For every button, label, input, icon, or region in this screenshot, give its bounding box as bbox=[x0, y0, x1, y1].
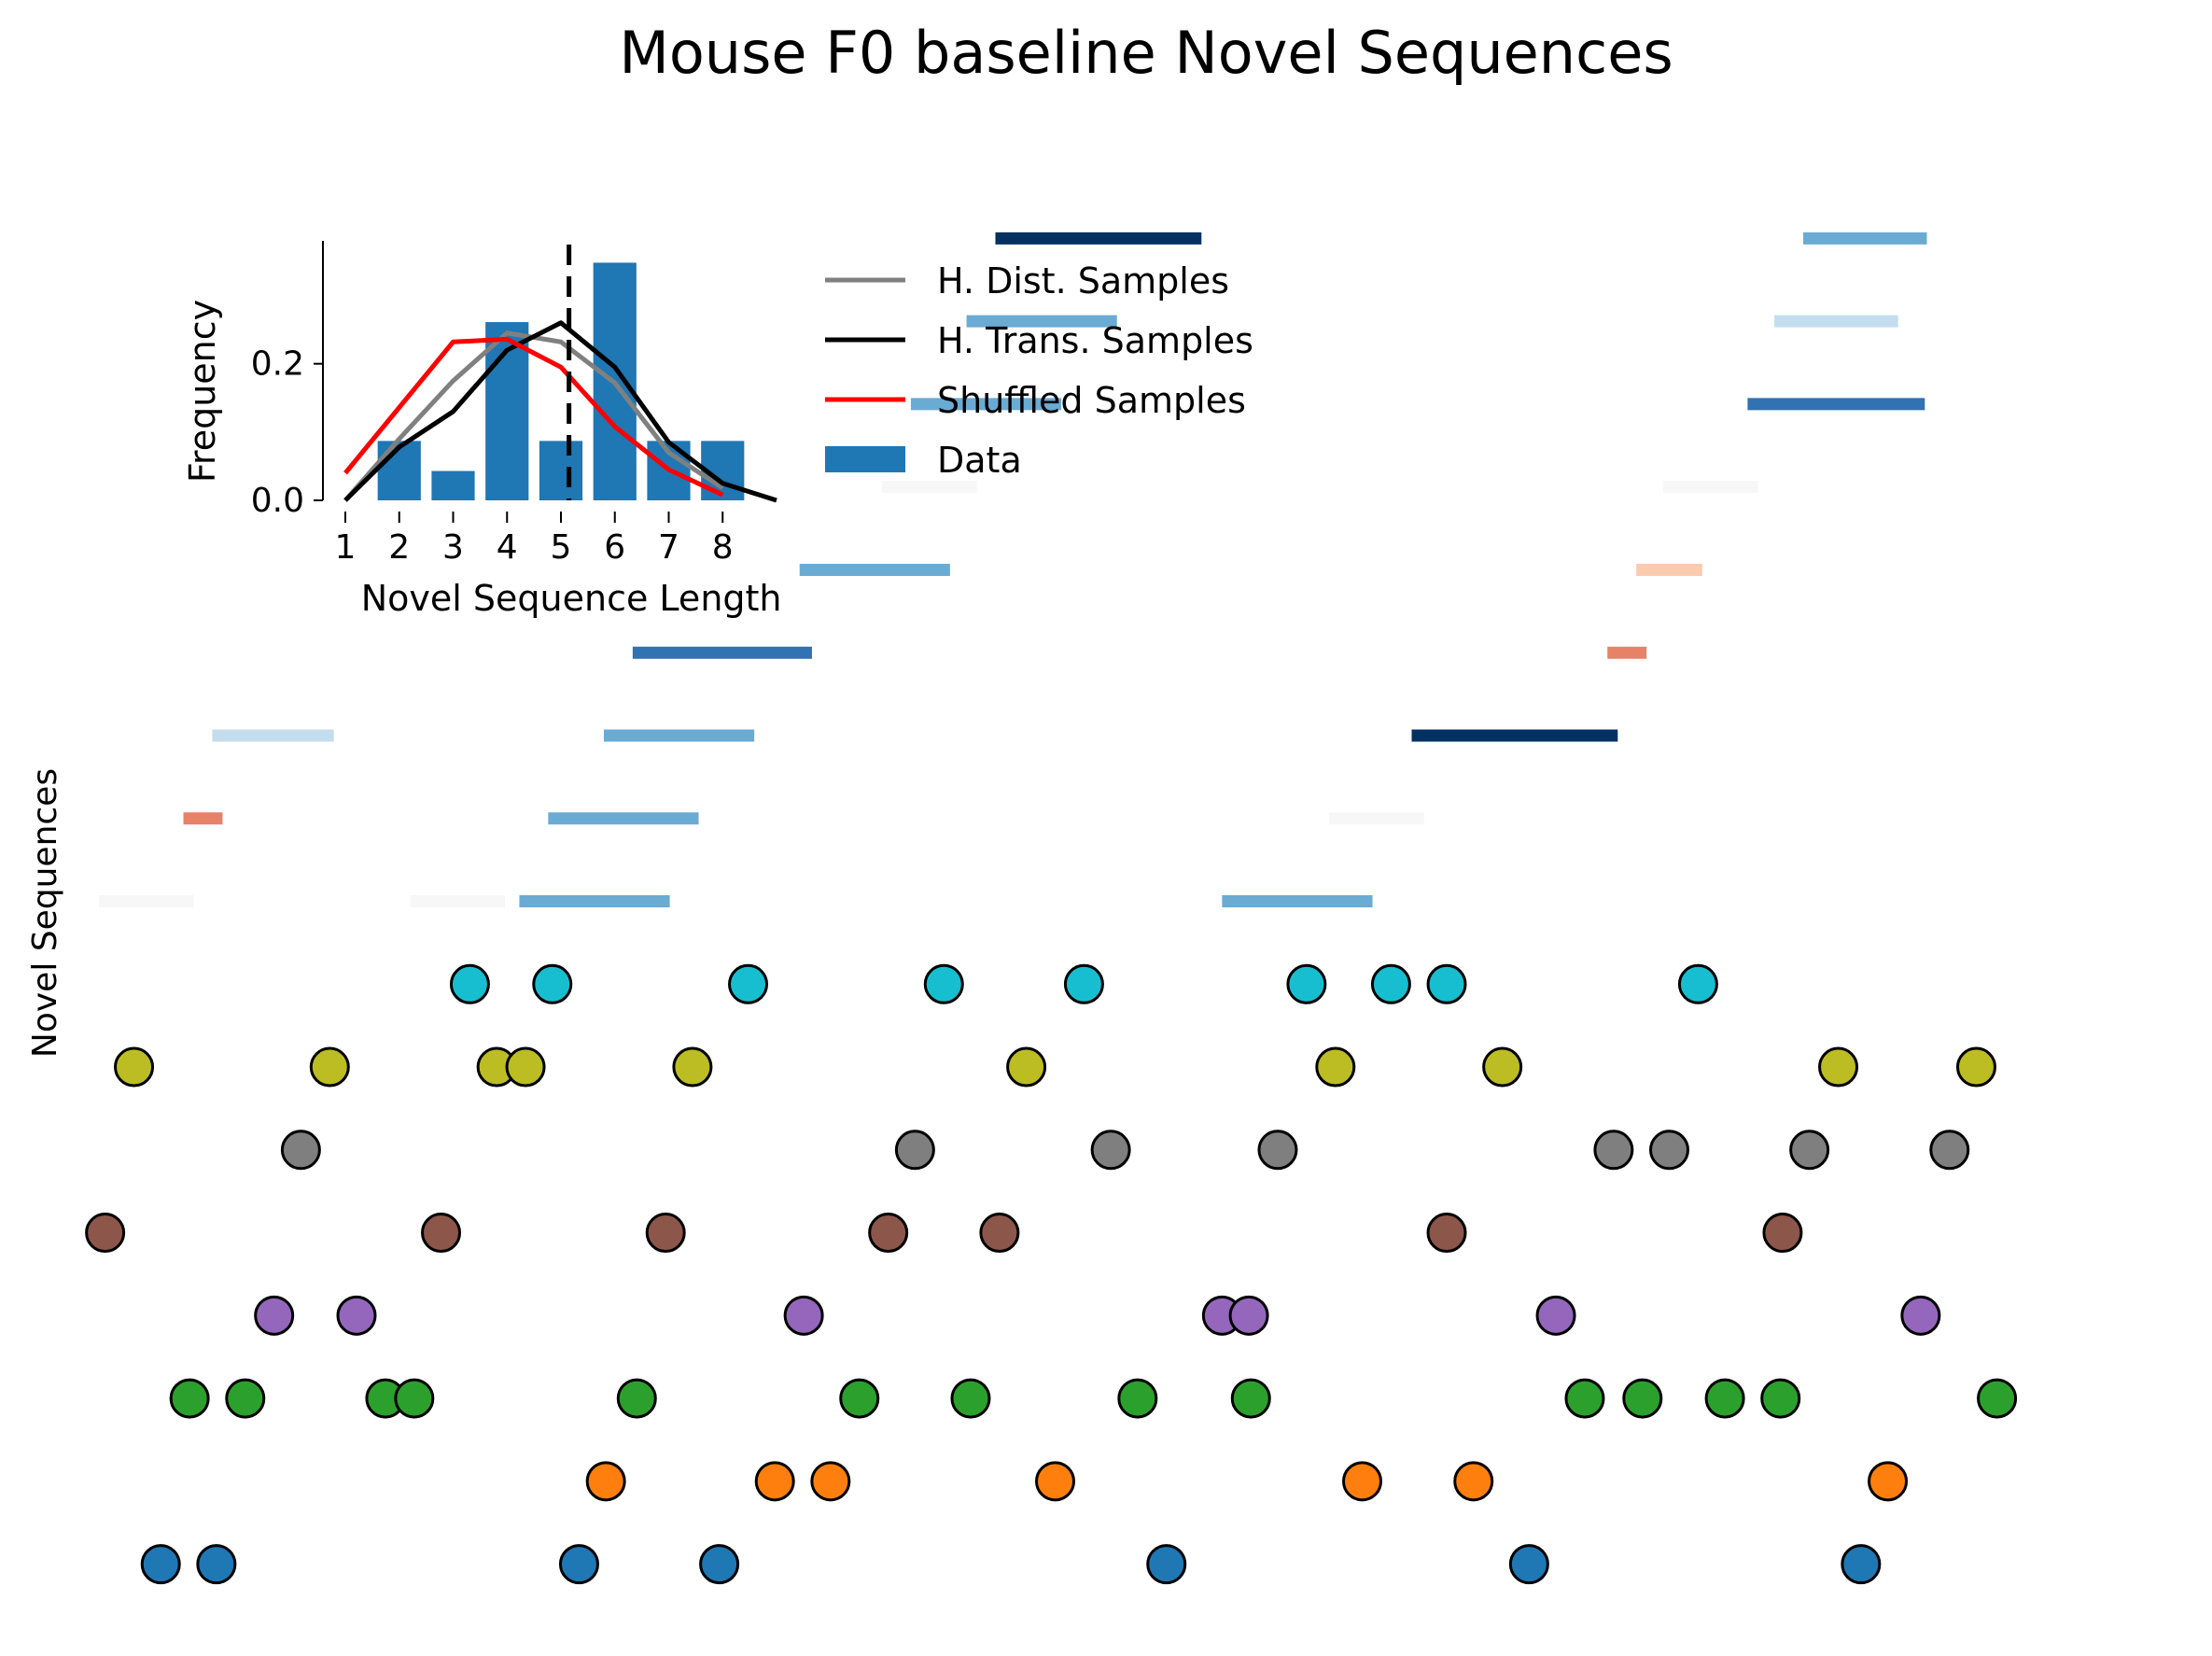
inset-xtick-label-5: 5 bbox=[551, 528, 572, 567]
point-row1-4 bbox=[699, 1544, 740, 1585]
point-row2-3 bbox=[810, 1461, 851, 1502]
inset-xtick-label-8: 8 bbox=[712, 528, 734, 567]
point-row6-8 bbox=[1929, 1130, 1970, 1171]
point-row1-2 bbox=[196, 1544, 237, 1585]
point-row8-5 bbox=[1063, 963, 1104, 1004]
points-layer bbox=[85, 963, 2018, 1585]
point-row2-4 bbox=[1035, 1461, 1076, 1502]
inset-xtick-label-2: 2 bbox=[388, 528, 410, 567]
point-row5-7 bbox=[1762, 1213, 1803, 1254]
point-row7-10 bbox=[1955, 1046, 1996, 1088]
point-row5-6 bbox=[1426, 1213, 1467, 1254]
point-row3-14 bbox=[1977, 1378, 2018, 1419]
point-row1-7 bbox=[1841, 1544, 1882, 1585]
inset-xtick-label-7: 7 bbox=[658, 528, 679, 567]
point-row5-3 bbox=[645, 1213, 686, 1254]
point-row2-5 bbox=[1342, 1461, 1383, 1502]
point-row2-7 bbox=[1868, 1461, 1909, 1502]
point-row3-4 bbox=[394, 1378, 435, 1419]
point-row8-3 bbox=[728, 963, 769, 1004]
point-row6-7 bbox=[1789, 1130, 1830, 1171]
chart-title: Mouse F0 baseline Novel Sequences bbox=[619, 19, 1673, 87]
point-row2-6 bbox=[1453, 1461, 1494, 1502]
point-row6-2 bbox=[894, 1130, 935, 1171]
point-row1-3 bbox=[558, 1544, 599, 1585]
y-axis-label: Novel Sequences bbox=[26, 768, 64, 1058]
point-row5-1 bbox=[85, 1213, 126, 1254]
point-row4-5 bbox=[1228, 1295, 1269, 1336]
point-row6-1 bbox=[280, 1130, 321, 1171]
point-row2-2 bbox=[754, 1461, 795, 1502]
inset-bar-5 bbox=[539, 441, 583, 500]
legend-label-data: Data bbox=[937, 440, 1022, 481]
point-row8-1 bbox=[449, 963, 490, 1004]
point-row1-1 bbox=[140, 1544, 181, 1585]
point-row5-4 bbox=[868, 1213, 909, 1254]
point-row3-6 bbox=[839, 1378, 880, 1419]
point-row5-2 bbox=[421, 1213, 462, 1254]
point-row8-7 bbox=[1370, 963, 1411, 1004]
point-row3-2 bbox=[225, 1378, 266, 1419]
legend-label-shuffled-samples: Shuffled Samples bbox=[937, 380, 1246, 421]
point-row7-5 bbox=[672, 1046, 713, 1088]
point-row8-6 bbox=[1286, 963, 1327, 1004]
point-row4-2 bbox=[336, 1295, 377, 1336]
point-row3-12 bbox=[1704, 1378, 1745, 1419]
inset-xtick-label-1: 1 bbox=[335, 528, 357, 567]
point-row1-5 bbox=[1146, 1544, 1187, 1585]
point-row3-5 bbox=[616, 1378, 657, 1419]
inset-x-label: Novel Sequence Length bbox=[361, 578, 782, 619]
point-row4-6 bbox=[1535, 1295, 1576, 1336]
point-row7-7 bbox=[1315, 1046, 1356, 1088]
point-row3-9 bbox=[1230, 1378, 1271, 1419]
inset-ytick-label-1: 0.2 bbox=[251, 345, 304, 384]
inset-y-ticks: 0.0 0.2 bbox=[251, 345, 323, 520]
point-row3-7 bbox=[950, 1378, 991, 1419]
point-row2-1 bbox=[585, 1461, 626, 1502]
inset-bar-3 bbox=[431, 470, 475, 500]
segments-layer bbox=[99, 232, 1927, 908]
point-row8-8 bbox=[1426, 963, 1467, 1004]
legend-label-h-dist-samples: H. Dist. Samples bbox=[937, 260, 1229, 302]
legend: H. Dist. Samples H. Trans. Samples Shuffle… bbox=[825, 260, 1253, 481]
point-row8-4 bbox=[923, 963, 964, 1004]
point-row1-6 bbox=[1508, 1544, 1549, 1585]
point-row3-8 bbox=[1117, 1378, 1158, 1419]
point-row6-4 bbox=[1257, 1130, 1298, 1171]
point-row7-4 bbox=[505, 1046, 546, 1088]
point-row6-3 bbox=[1090, 1130, 1131, 1171]
point-row6-6 bbox=[1648, 1130, 1689, 1171]
inset-xtick-label-3: 3 bbox=[442, 528, 464, 567]
inset-line-shuffled-samples bbox=[343, 336, 724, 498]
inset-lines bbox=[343, 320, 777, 503]
point-row7-9 bbox=[1818, 1046, 1859, 1088]
point-row7-8 bbox=[1482, 1046, 1523, 1088]
inset-xtick-label-6: 6 bbox=[604, 528, 625, 567]
point-row6-5 bbox=[1593, 1130, 1634, 1171]
legend-swatch-data bbox=[825, 446, 905, 472]
inset-line-h-trans-samples bbox=[343, 320, 777, 503]
point-row3-1 bbox=[169, 1378, 210, 1419]
point-row5-5 bbox=[979, 1213, 1020, 1254]
point-row3-10 bbox=[1564, 1378, 1605, 1419]
point-row7-1 bbox=[114, 1046, 155, 1088]
inset-xtick-label-4: 4 bbox=[497, 528, 518, 567]
point-row8-2 bbox=[532, 963, 573, 1004]
point-row4-7 bbox=[1900, 1295, 1941, 1336]
point-row3-13 bbox=[1760, 1378, 1801, 1419]
point-row7-6 bbox=[1006, 1046, 1047, 1088]
point-row3-11 bbox=[1622, 1378, 1663, 1419]
inset-ytick-label-0: 0.0 bbox=[251, 482, 304, 520]
point-row4-1 bbox=[254, 1295, 295, 1336]
point-row7-2 bbox=[309, 1046, 350, 1088]
inset-y-label: Frequency bbox=[182, 300, 223, 483]
point-row8-9 bbox=[1677, 963, 1718, 1004]
legend-label-h-trans-samples: H. Trans. Samples bbox=[937, 320, 1253, 361]
point-row4-3 bbox=[783, 1295, 824, 1336]
inset-bar-2 bbox=[377, 441, 421, 500]
